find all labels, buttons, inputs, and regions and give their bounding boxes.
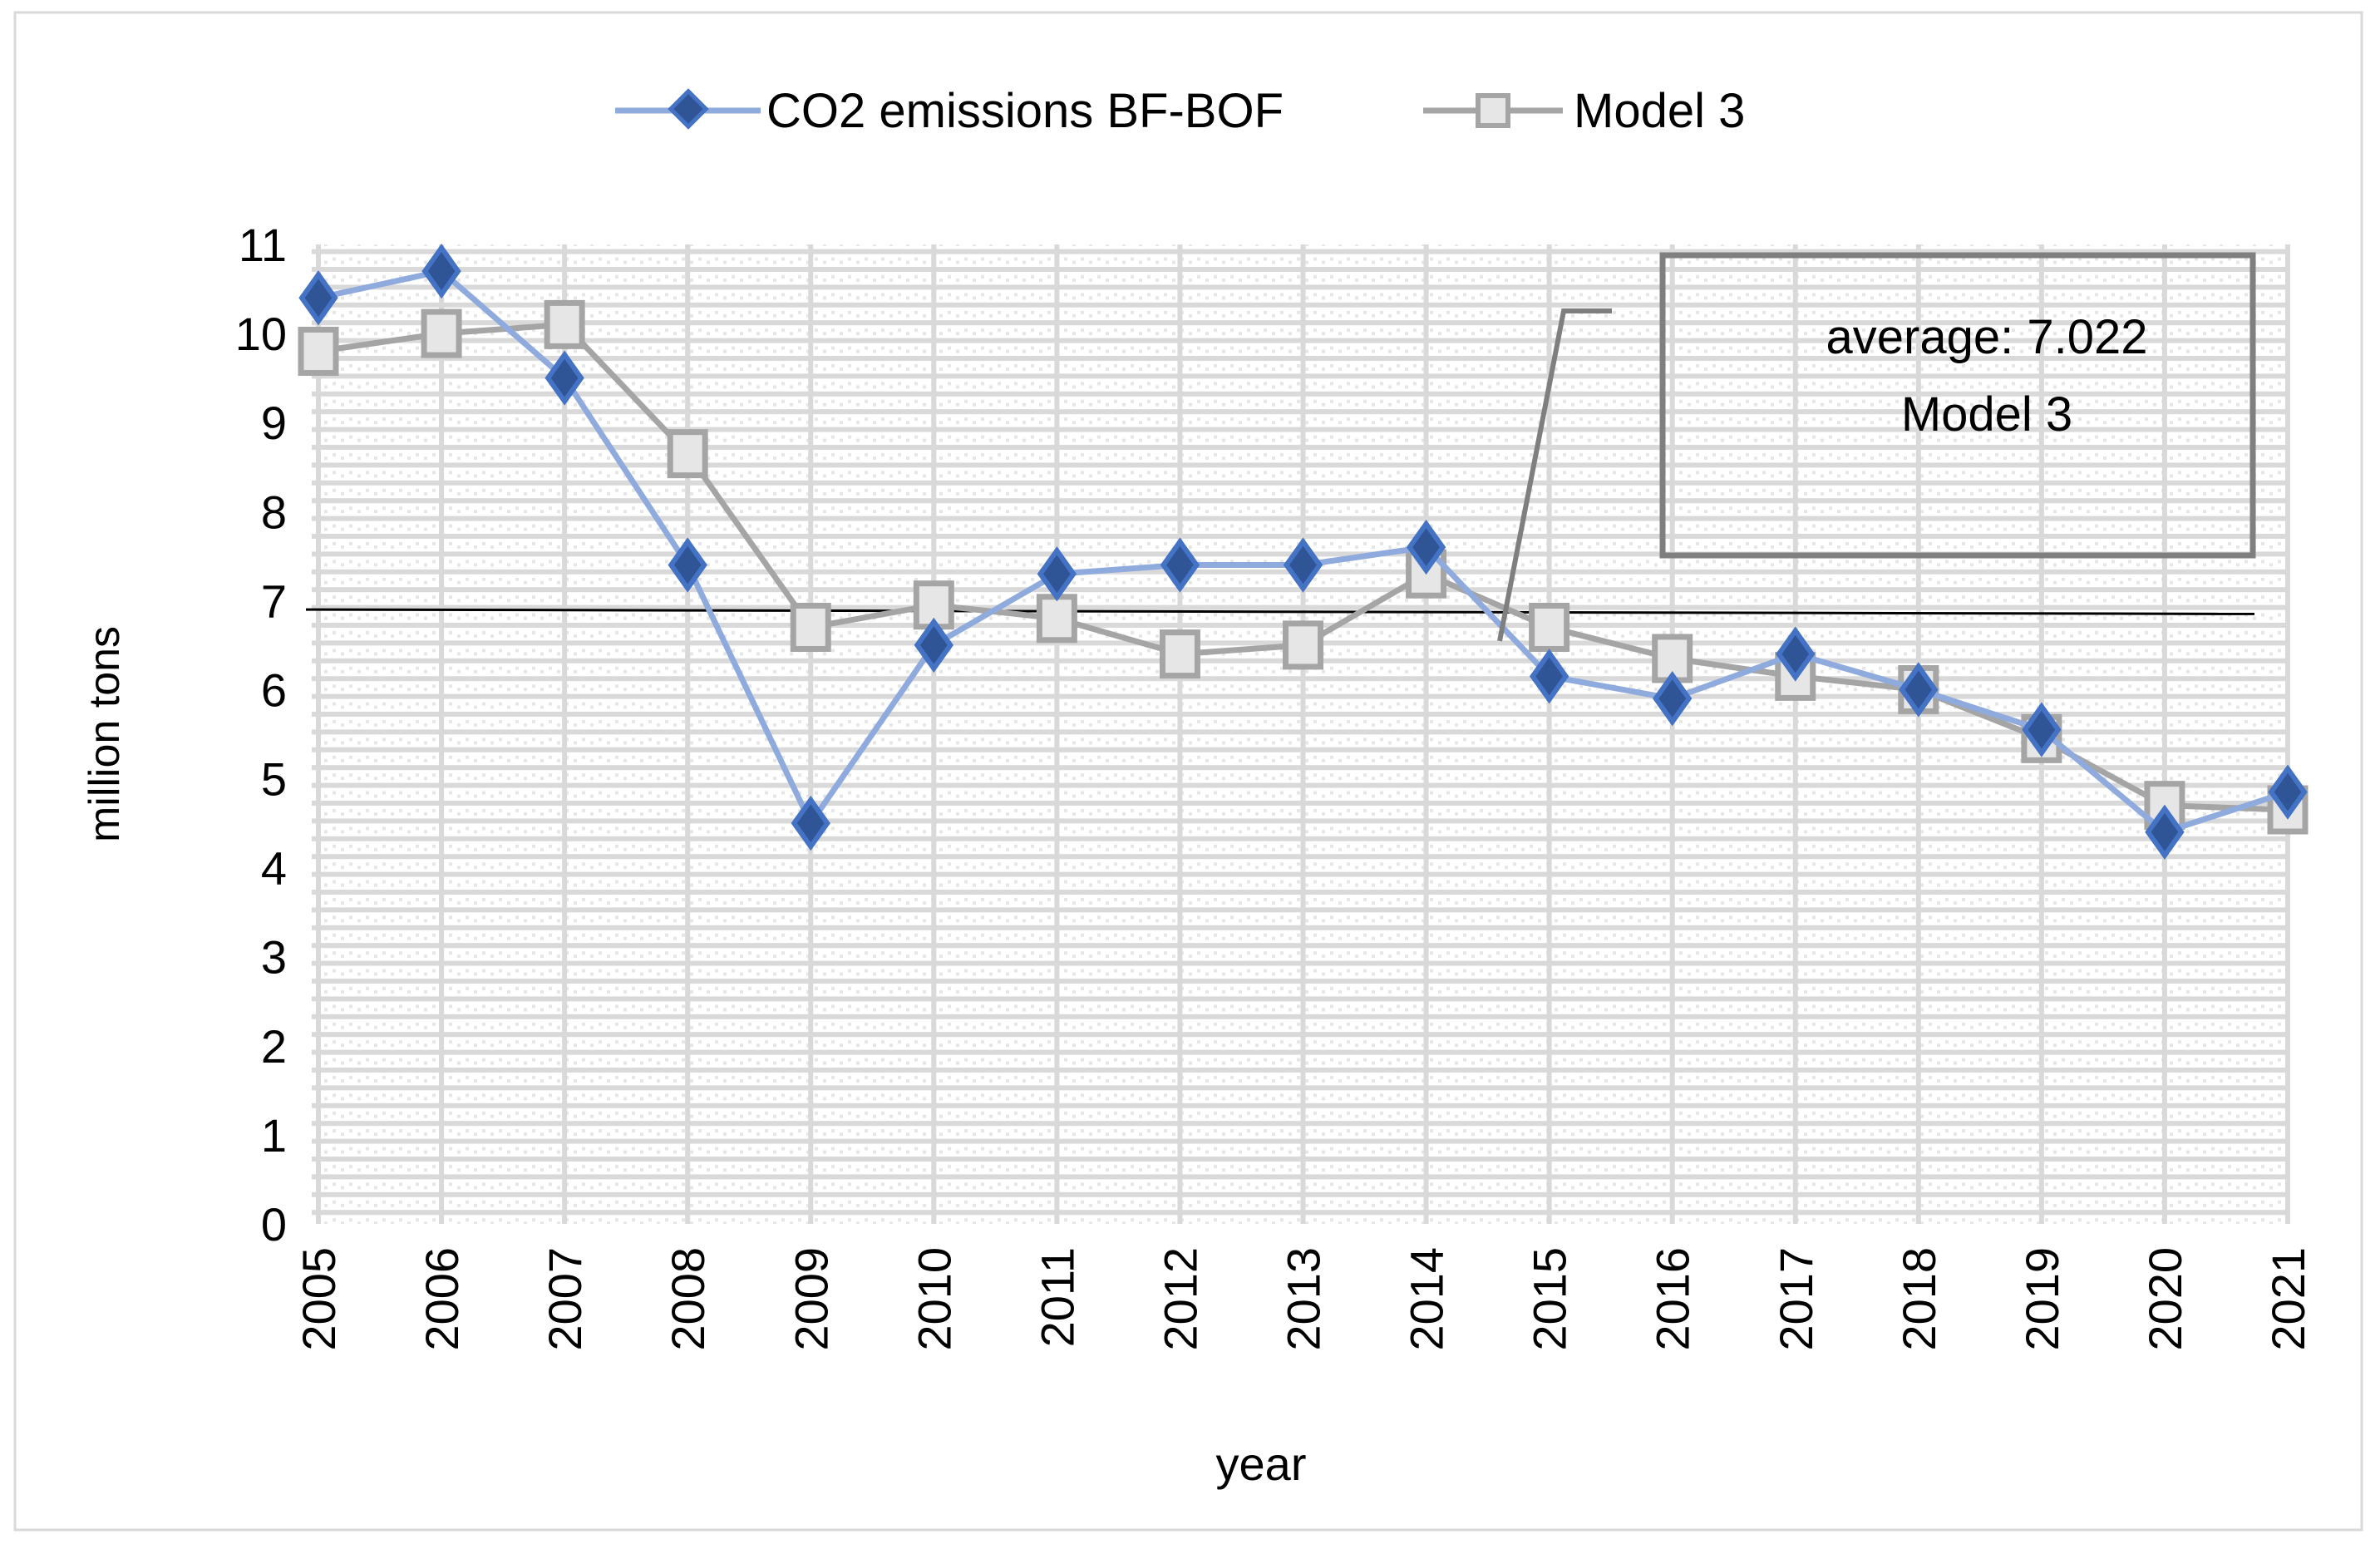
legend: CO2 emissions BF-BOF Model 3 — [615, 84, 1745, 138]
series-co2 — [298, 243, 2308, 860]
y-tick-label: 11 — [239, 219, 287, 271]
x-tick-label: 2018 — [1893, 1247, 1945, 1351]
x-tick-label: 2005 — [293, 1247, 345, 1351]
y-tick-label: 6 — [261, 663, 287, 716]
x-tick-label: 2014 — [1401, 1247, 1453, 1351]
data-point-diamond[interactable] — [2268, 764, 2308, 820]
y-tick-label: 9 — [261, 397, 287, 449]
data-point-diamond[interactable] — [1037, 546, 1077, 602]
legend-item-model3[interactable]: Model 3 — [1423, 84, 1745, 138]
y-tick-label: 2 — [261, 1020, 287, 1073]
x-tick-label: 2013 — [1278, 1247, 1330, 1351]
data-point-square[interactable] — [298, 327, 339, 377]
data-point-diamond[interactable] — [1283, 537, 1323, 593]
data-point-diamond[interactable] — [298, 270, 338, 326]
average-line — [305, 608, 2255, 615]
y-tick-label: 8 — [261, 486, 287, 538]
data-point-diamond[interactable] — [1776, 626, 1816, 682]
y-tick-label: 7 — [261, 575, 287, 627]
annotation-line2: Model 3 — [1901, 387, 2072, 441]
data-point-square[interactable] — [1159, 629, 1200, 679]
data-point-square[interactable] — [544, 299, 585, 349]
data-point-diamond[interactable] — [2022, 702, 2062, 757]
y-tick-label: 4 — [261, 842, 287, 895]
data-point-diamond[interactable] — [1406, 519, 1446, 575]
data-point-square[interactable] — [1529, 602, 1570, 652]
y-tick-label: 5 — [261, 753, 287, 806]
data-point-square[interactable] — [790, 602, 831, 652]
x-tick-label: 2016 — [1647, 1247, 1699, 1351]
x-tick-label: 2012 — [1154, 1247, 1206, 1351]
x-tick-label: 2019 — [2016, 1247, 2068, 1351]
legend-item-co2[interactable]: CO2 emissions BF-BOF — [615, 84, 1284, 138]
data-point-square[interactable] — [667, 429, 708, 479]
legend-label-model3: Model 3 — [1574, 84, 1745, 138]
data-point-diamond[interactable] — [1529, 649, 1569, 704]
data-point-diamond[interactable] — [1899, 662, 1939, 718]
x-tick-label: 2017 — [1770, 1247, 1822, 1351]
legend-square-icon — [1476, 93, 1510, 128]
x-tick-label: 2010 — [908, 1247, 960, 1351]
x-tick-label: 2007 — [539, 1247, 591, 1351]
y-tick-label: 0 — [261, 1198, 287, 1250]
x-tick-label: 2015 — [1524, 1247, 1576, 1351]
x-tick-label: 2021 — [2262, 1247, 2314, 1351]
data-point-diamond[interactable] — [1160, 537, 1200, 593]
data-point-square[interactable] — [421, 308, 462, 358]
x-axis-label: year — [1216, 1438, 1307, 1490]
x-tick-label: 2009 — [785, 1247, 837, 1351]
y-axis-label: million tons — [81, 626, 129, 842]
legend-diamond-icon — [668, 88, 709, 130]
data-point-diamond[interactable] — [544, 350, 584, 406]
data-point-diamond[interactable] — [2145, 804, 2185, 860]
x-tick-label: 2006 — [416, 1247, 468, 1351]
x-tick-label: 2008 — [662, 1247, 714, 1351]
annotation-connector — [1497, 308, 1612, 642]
legend-label-co2: CO2 emissions BF-BOF — [766, 84, 1284, 138]
data-point-square[interactable] — [1283, 620, 1323, 670]
data-point-diamond[interactable] — [914, 617, 953, 673]
y-tick-label: 10 — [235, 308, 287, 360]
data-point-diamond[interactable] — [668, 537, 707, 593]
y-tick-label: 1 — [261, 1109, 287, 1162]
y-tick-label: 3 — [261, 931, 287, 984]
annotation-box — [1659, 252, 2256, 559]
data-point-diamond[interactable] — [1653, 671, 1693, 727]
x-tick-label: 2011 — [1031, 1247, 1083, 1347]
data-point-square[interactable] — [1036, 594, 1077, 644]
annotation-line1: average: 7.022 — [1826, 310, 2148, 364]
data-point-diamond[interactable] — [421, 243, 461, 299]
data-point-diamond[interactable] — [791, 795, 830, 851]
x-tick-label: 2020 — [2139, 1247, 2191, 1351]
